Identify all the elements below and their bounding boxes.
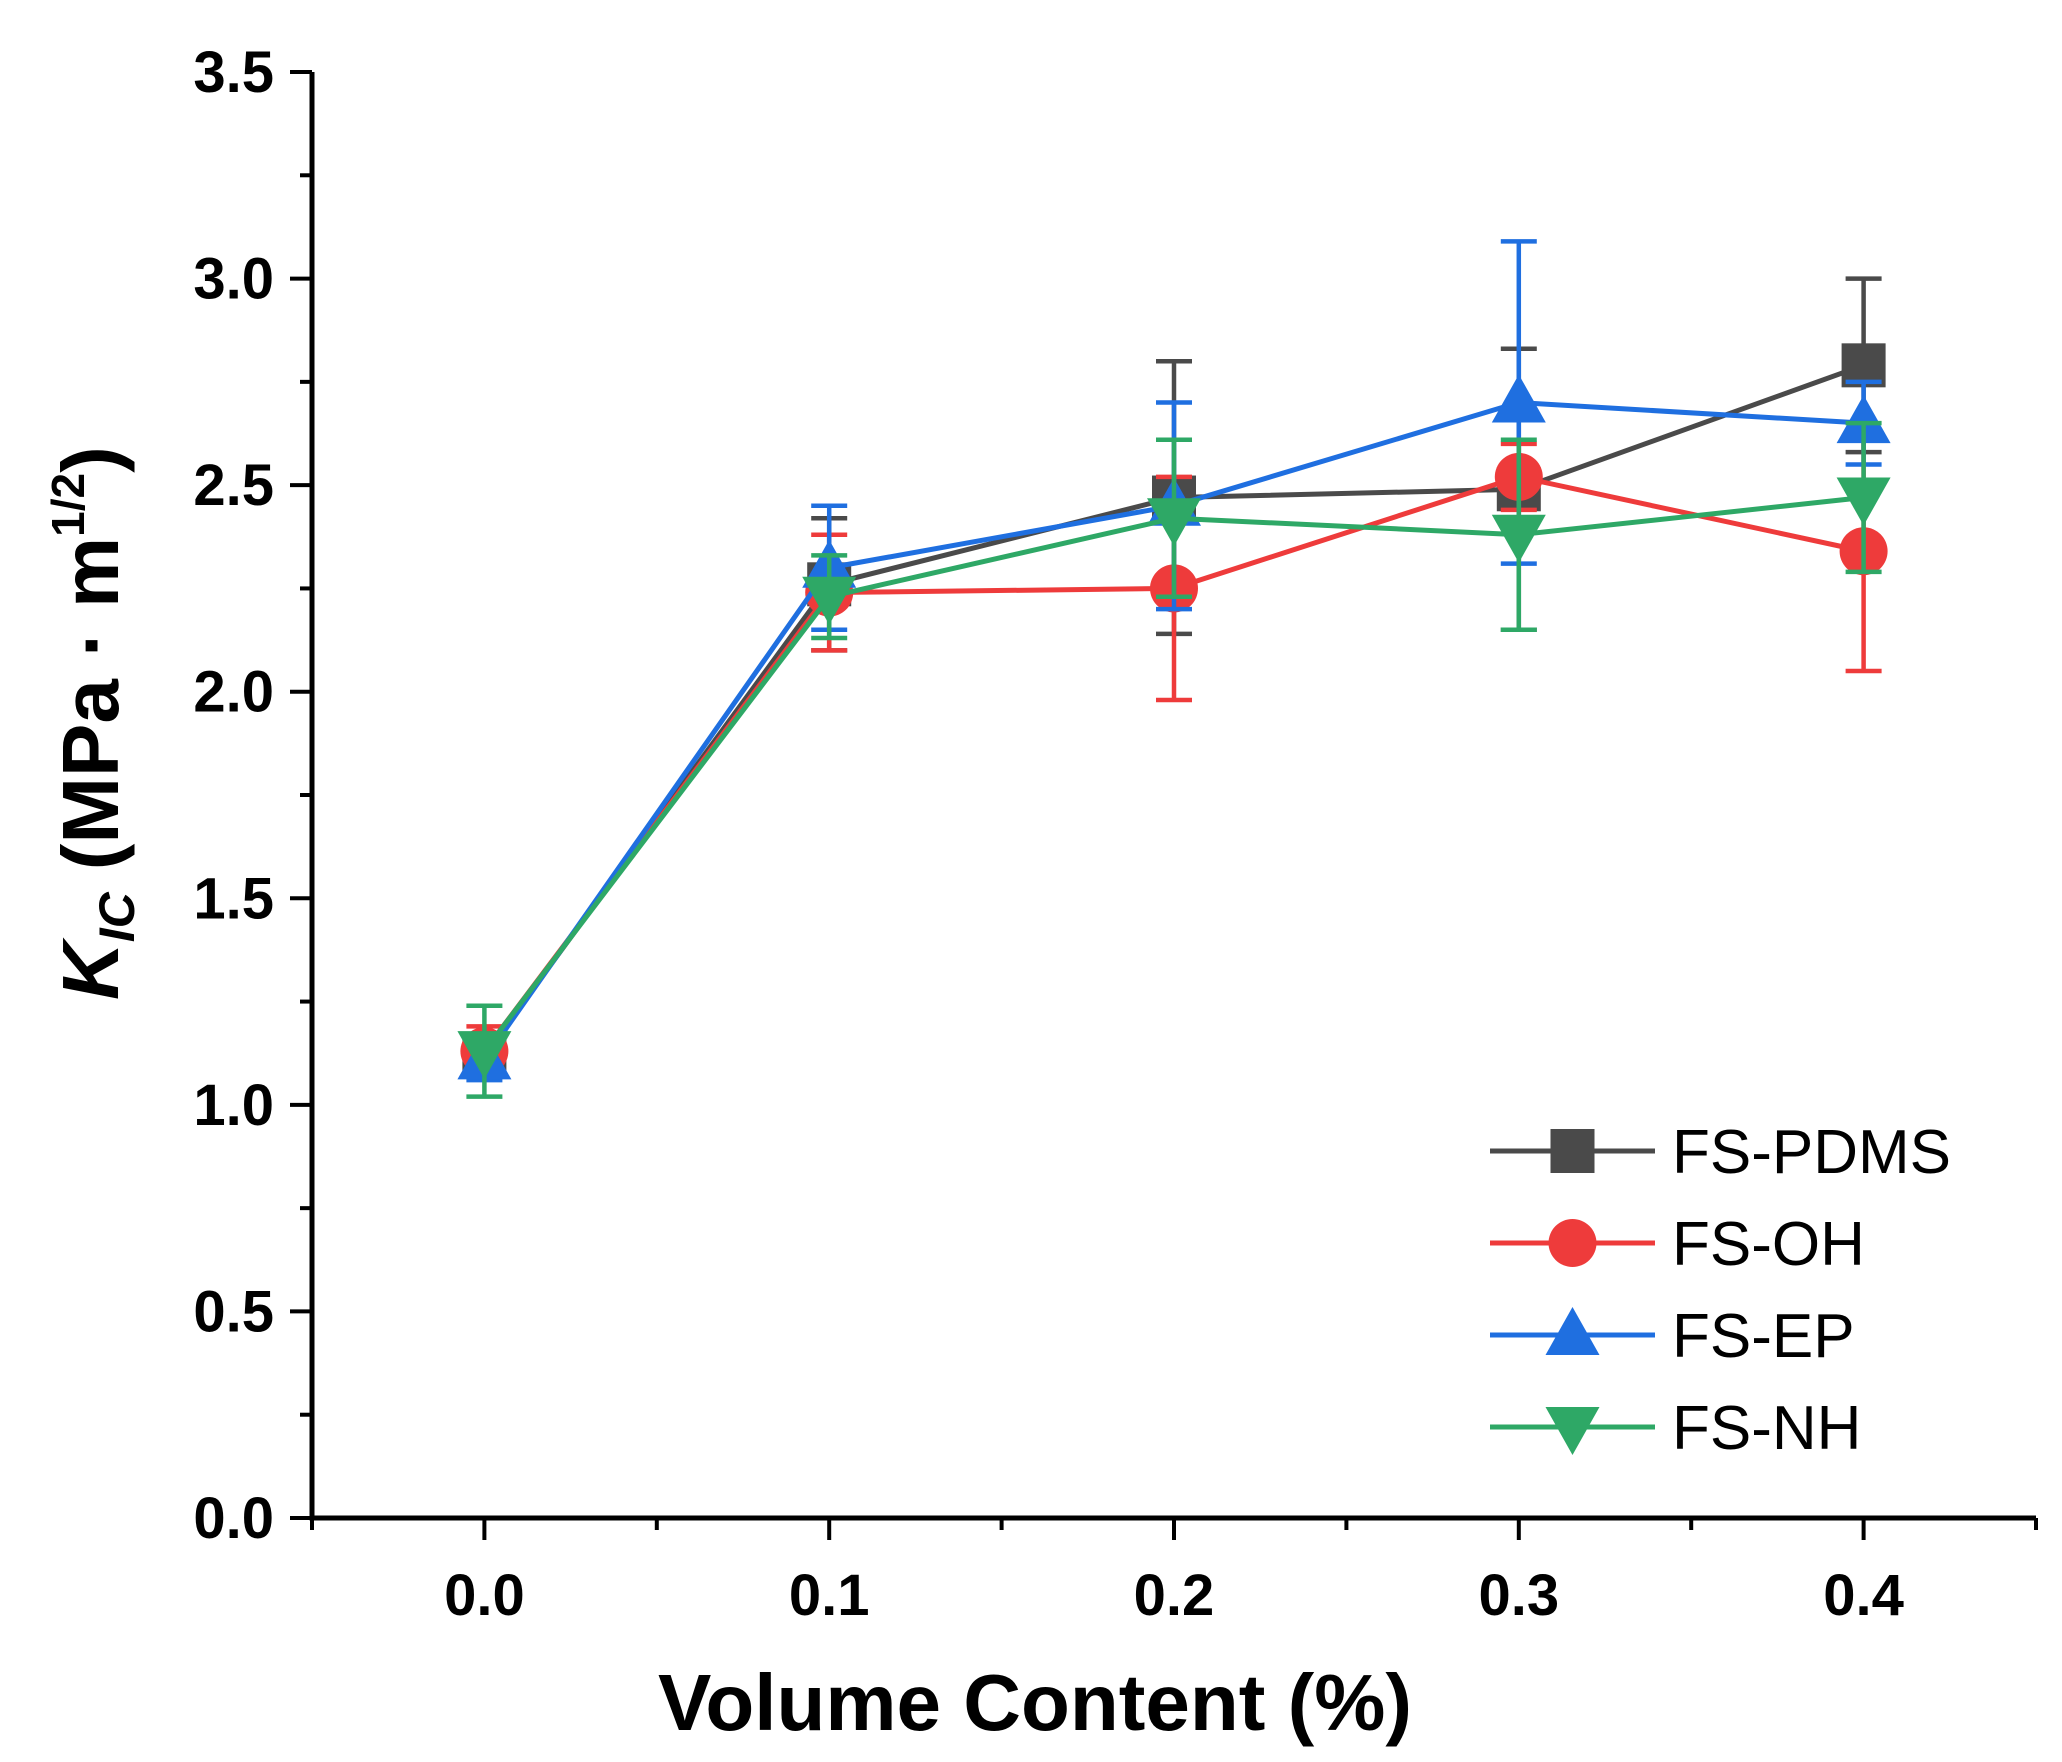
x-tick-label: 0.2 <box>1134 1563 1215 1628</box>
y-tick-label: 2.0 <box>193 660 274 725</box>
series-fs-nh <box>457 420 1891 1099</box>
y-axis-superscript: 1/2 <box>42 473 94 537</box>
legend-marker <box>1548 1219 1597 1267</box>
y-tick-label: 3.0 <box>193 247 274 312</box>
y-tick-label: 1.5 <box>193 866 274 931</box>
legend-item: FS-NH <box>1490 1394 1861 1463</box>
y-tick-label: 0.0 <box>193 1486 274 1551</box>
data-point <box>802 576 857 625</box>
legend-label: FS-EP <box>1672 1302 1855 1371</box>
legend-item: FS-OH <box>1490 1210 1865 1279</box>
legend-marker <box>1545 1407 1600 1455</box>
y-axis-unit-suffix: ) <box>46 446 135 473</box>
y-tick-label: 2.5 <box>193 453 274 518</box>
x-tick-label: 0.1 <box>789 1563 870 1628</box>
y-axis-subscript: IC <box>89 891 145 942</box>
legend-item: FS-PDMS <box>1490 1118 1951 1187</box>
data-point <box>1836 477 1891 526</box>
y-axis-title: KIC (MPa · m1/2) <box>42 446 145 1000</box>
data-point <box>1491 514 1546 563</box>
legend: FS-PDMS FS-OH FS-EP FS-NH <box>1490 1118 1951 1463</box>
x-axis-title: Volume Content (%) <box>658 1658 1412 1747</box>
x-tick-label: 0.4 <box>1823 1563 1904 1628</box>
data-point <box>1836 395 1891 444</box>
legend-item: FS-EP <box>1490 1302 1855 1371</box>
x-tick-label: 0.3 <box>1478 1563 1559 1628</box>
y-tick-label: 1.0 <box>193 1073 274 1138</box>
data-point <box>1491 374 1546 423</box>
x-ticks: 0.0 0.1 0.2 0.3 0.4 <box>310 1518 2038 1628</box>
series-layer <box>457 239 1891 1099</box>
legend-marker <box>1545 1307 1600 1355</box>
y-tick-label: 0.5 <box>193 1279 274 1344</box>
data-point <box>457 1031 512 1080</box>
legend-label: FS-NH <box>1672 1394 1861 1463</box>
x-tick-label: 0.0 <box>444 1563 525 1628</box>
legend-label: FS-PDMS <box>1672 1118 1951 1187</box>
legend-label: FS-OH <box>1672 1210 1865 1279</box>
data-point <box>1147 498 1201 547</box>
y-axis-symbol: K <box>46 937 135 1000</box>
y-tick-label: 3.5 <box>193 40 274 105</box>
legend-marker <box>1550 1129 1595 1173</box>
y-axis-unit-prefix: (MPa · m <box>46 537 135 870</box>
y-ticks: 0.0 0.5 1.0 1.5 2.0 2.5 3.0 3.5 <box>193 40 312 1551</box>
